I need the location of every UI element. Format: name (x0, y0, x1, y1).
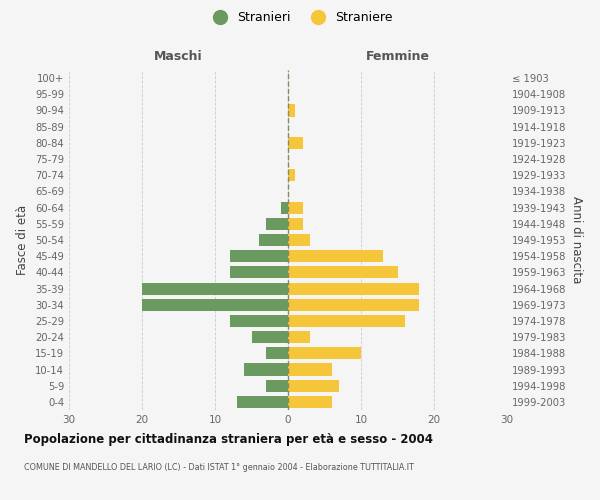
Bar (288, 104, 295, 117)
Bar (266, 348, 288, 360)
Bar (288, 396, 332, 408)
Bar (288, 282, 419, 294)
Bar (288, 266, 398, 278)
Bar (288, 218, 302, 230)
Bar (237, 396, 288, 408)
Legend: Stranieri, Straniere: Stranieri, Straniere (207, 11, 393, 24)
Bar (288, 202, 302, 213)
Y-axis label: Fasce di età: Fasce di età (16, 205, 29, 275)
Bar (288, 364, 332, 376)
Bar (251, 331, 288, 343)
Bar (266, 380, 288, 392)
Bar (244, 364, 288, 376)
Text: Popolazione per cittadinanza straniera per età e sesso - 2004: Popolazione per cittadinanza straniera p… (24, 432, 433, 446)
Y-axis label: Anni di nascita: Anni di nascita (570, 196, 583, 284)
Bar (288, 348, 361, 360)
Bar (230, 315, 288, 327)
Bar (288, 250, 383, 262)
Bar (259, 234, 288, 246)
Bar (281, 202, 288, 213)
Bar (288, 315, 405, 327)
Bar (230, 266, 288, 278)
Bar (288, 380, 339, 392)
Bar (288, 331, 310, 343)
Text: Maschi: Maschi (154, 50, 203, 63)
Bar (266, 218, 288, 230)
Bar (142, 298, 288, 311)
Bar (288, 137, 302, 149)
Bar (142, 282, 288, 294)
Bar (288, 169, 295, 181)
Bar (288, 298, 419, 311)
Bar (288, 234, 310, 246)
Text: Femmine: Femmine (365, 50, 430, 63)
Bar (230, 250, 288, 262)
Text: COMUNE DI MANDELLO DEL LARIO (LC) - Dati ISTAT 1° gennaio 2004 - Elaborazione TU: COMUNE DI MANDELLO DEL LARIO (LC) - Dati… (24, 462, 414, 471)
